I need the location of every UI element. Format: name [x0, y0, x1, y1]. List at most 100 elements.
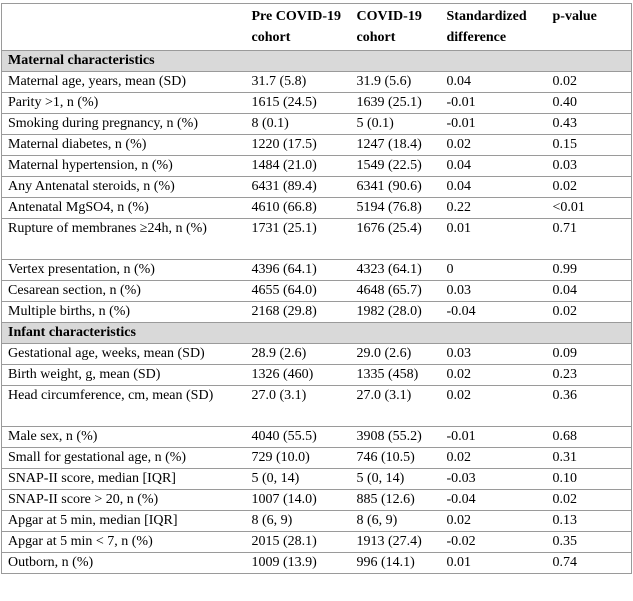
cell-covid: 29.0 (2.6): [350, 343, 441, 365]
cell-covid: 1913 (27.4): [350, 531, 441, 553]
cell-covid: 8 (6, 9): [350, 510, 441, 532]
cell-std-diff: -0.04: [440, 301, 547, 323]
cell-characteristic: Birth weight, g, mean (SD): [1, 364, 246, 386]
cell-std-diff: -0.02: [440, 531, 547, 553]
cell-characteristic: Vertex presentation, n (%): [1, 259, 246, 281]
cell-std-diff: 0.01: [440, 552, 547, 574]
cell-characteristic: Maternal hypertension, n (%): [1, 155, 246, 177]
cell-characteristic: Cesarean section, n (%): [1, 280, 246, 302]
cell-covid: 5 (0.1): [350, 113, 441, 135]
cell-pre-covid: 8 (0.1): [245, 113, 351, 135]
cell-p-value: 0.74: [546, 552, 632, 574]
table-row: SNAP-II score, median [IQR] 5 (0, 14) 5 (0…: [1, 468, 632, 490]
cell-pre-covid: 1007 (14.0): [245, 489, 351, 511]
cell-pre-covid: 4655 (64.0): [245, 280, 351, 302]
cell-p-value: 0.35: [546, 531, 632, 553]
cell-covid: 4323 (64.1): [350, 259, 441, 281]
cell-covid: 5194 (76.8): [350, 197, 441, 219]
cell-pre-covid: 28.9 (2.6): [245, 343, 351, 365]
cell-p-value: 0.15: [546, 134, 632, 156]
cell-pre-covid: 4396 (64.1): [245, 259, 351, 281]
cell-characteristic: Head circumference, cm, mean (SD): [1, 385, 246, 427]
cell-std-diff: 0.02: [440, 385, 547, 427]
cell-characteristic: Gestational age, weeks, mean (SD): [1, 343, 246, 365]
table-row: Smoking during pregnancy, n (%) 8 (0.1) 5 …: [1, 113, 632, 135]
cell-covid: 746 (10.5): [350, 447, 441, 469]
cell-p-value: 0.23: [546, 364, 632, 386]
cell-pre-covid: 1484 (21.0): [245, 155, 351, 177]
cell-std-diff: 0.04: [440, 71, 547, 93]
cell-covid: 4648 (65.7): [350, 280, 441, 302]
cohort-comparison-table: Pre COVID-19 cohort COVID-19 cohort Stan…: [1, 3, 632, 574]
table-row: Small for gestational age, n (%) 729 (10.…: [1, 447, 632, 469]
cell-covid: 996 (14.1): [350, 552, 441, 574]
cell-characteristic: SNAP-II score > 20, n (%): [1, 489, 246, 511]
table-body: Maternal characteristics Maternal age, ye…: [1, 50, 632, 574]
table-row: Birth weight, g, mean (SD) 1326 (460) 1335…: [1, 364, 632, 386]
cell-std-diff: 0.02: [440, 510, 547, 532]
table-row: Apgar at 5 min, median [IQR] 8 (6, 9) 8 (6…: [1, 510, 632, 532]
cell-std-diff: 0.04: [440, 176, 547, 198]
cell-p-value: 0.02: [546, 71, 632, 93]
cell-pre-covid: 27.0 (3.1): [245, 385, 351, 427]
table-row: Any Antenatal steroids, n (%) 6431 (89.4)…: [1, 176, 632, 198]
table-row: Gestational age, weeks, mean (SD) 28.9 (2…: [1, 343, 632, 365]
cell-p-value: <0.01: [546, 197, 632, 219]
cell-covid: 27.0 (3.1): [350, 385, 441, 427]
header-characteristic: [1, 3, 246, 51]
cell-covid: 1549 (22.5): [350, 155, 441, 177]
cell-characteristic: Outborn, n (%): [1, 552, 246, 574]
cell-p-value: 0.99: [546, 259, 632, 281]
table-header: Pre COVID-19 cohort COVID-19 cohort Stan…: [1, 3, 632, 51]
cell-pre-covid: 5 (0, 14): [245, 468, 351, 490]
table-row: Multiple births, n (%) 2168 (29.8) 1982 (2…: [1, 301, 632, 323]
table-row: Maternal diabetes, n (%) 1220 (17.5) 1247 …: [1, 134, 632, 156]
cell-std-diff: 0: [440, 259, 547, 281]
cell-p-value: 0.02: [546, 301, 632, 323]
cell-pre-covid: 8 (6, 9): [245, 510, 351, 532]
cell-pre-covid: 4610 (66.8): [245, 197, 351, 219]
section-header-row: Infant characteristics: [1, 322, 632, 344]
cell-std-diff: -0.01: [440, 92, 547, 114]
cell-pre-covid: 1731 (25.1): [245, 218, 351, 260]
section-title: Infant characteristics: [1, 322, 632, 344]
cell-std-diff: 0.01: [440, 218, 547, 260]
cell-characteristic: Small for gestational age, n (%): [1, 447, 246, 469]
table-row: Rupture of membranes ≥24h, n (%) 1731 (25…: [1, 218, 632, 260]
cell-characteristic: Male sex, n (%): [1, 426, 246, 448]
cell-p-value: 0.09: [546, 343, 632, 365]
cell-std-diff: -0.03: [440, 468, 547, 490]
cell-std-diff: 0.02: [440, 364, 547, 386]
cell-p-value: 0.03: [546, 155, 632, 177]
cell-pre-covid: 1009 (13.9): [245, 552, 351, 574]
cell-std-diff: -0.01: [440, 113, 547, 135]
cell-covid: 1247 (18.4): [350, 134, 441, 156]
cell-pre-covid: 4040 (55.5): [245, 426, 351, 448]
cell-p-value: 0.02: [546, 489, 632, 511]
cell-std-diff: -0.04: [440, 489, 547, 511]
cell-characteristic: Rupture of membranes ≥24h, n (%): [1, 218, 246, 260]
cell-std-diff: 0.03: [440, 280, 547, 302]
section-header-row: Maternal characteristics: [1, 50, 632, 72]
cell-pre-covid: 1326 (460): [245, 364, 351, 386]
cell-characteristic: Apgar at 5 min, median [IQR]: [1, 510, 246, 532]
cell-pre-covid: 31.7 (5.8): [245, 71, 351, 93]
cell-covid: 31.9 (5.6): [350, 71, 441, 93]
cell-covid: 5 (0, 14): [350, 468, 441, 490]
table-row: Maternal age, years, mean (SD) 31.7 (5.8)…: [1, 71, 632, 93]
section-title: Maternal characteristics: [1, 50, 632, 72]
cell-characteristic: Antenatal MgSO4, n (%): [1, 197, 246, 219]
cell-p-value: 0.31: [546, 447, 632, 469]
cell-p-value: 0.02: [546, 176, 632, 198]
cell-covid: 1639 (25.1): [350, 92, 441, 114]
cell-pre-covid: 2015 (28.1): [245, 531, 351, 553]
table-row: Parity >1, n (%) 1615 (24.5) 1639 (25.1) -0…: [1, 92, 632, 114]
cell-p-value: 0.13: [546, 510, 632, 532]
cell-pre-covid: 1615 (24.5): [245, 92, 351, 114]
table-row: Antenatal MgSO4, n (%) 4610 (66.8) 5194 (7…: [1, 197, 632, 219]
cell-characteristic: Smoking during pregnancy, n (%): [1, 113, 246, 135]
cell-characteristic: Maternal age, years, mean (SD): [1, 71, 246, 93]
header-p-value: p-value: [546, 3, 632, 51]
cell-p-value: 0.40: [546, 92, 632, 114]
